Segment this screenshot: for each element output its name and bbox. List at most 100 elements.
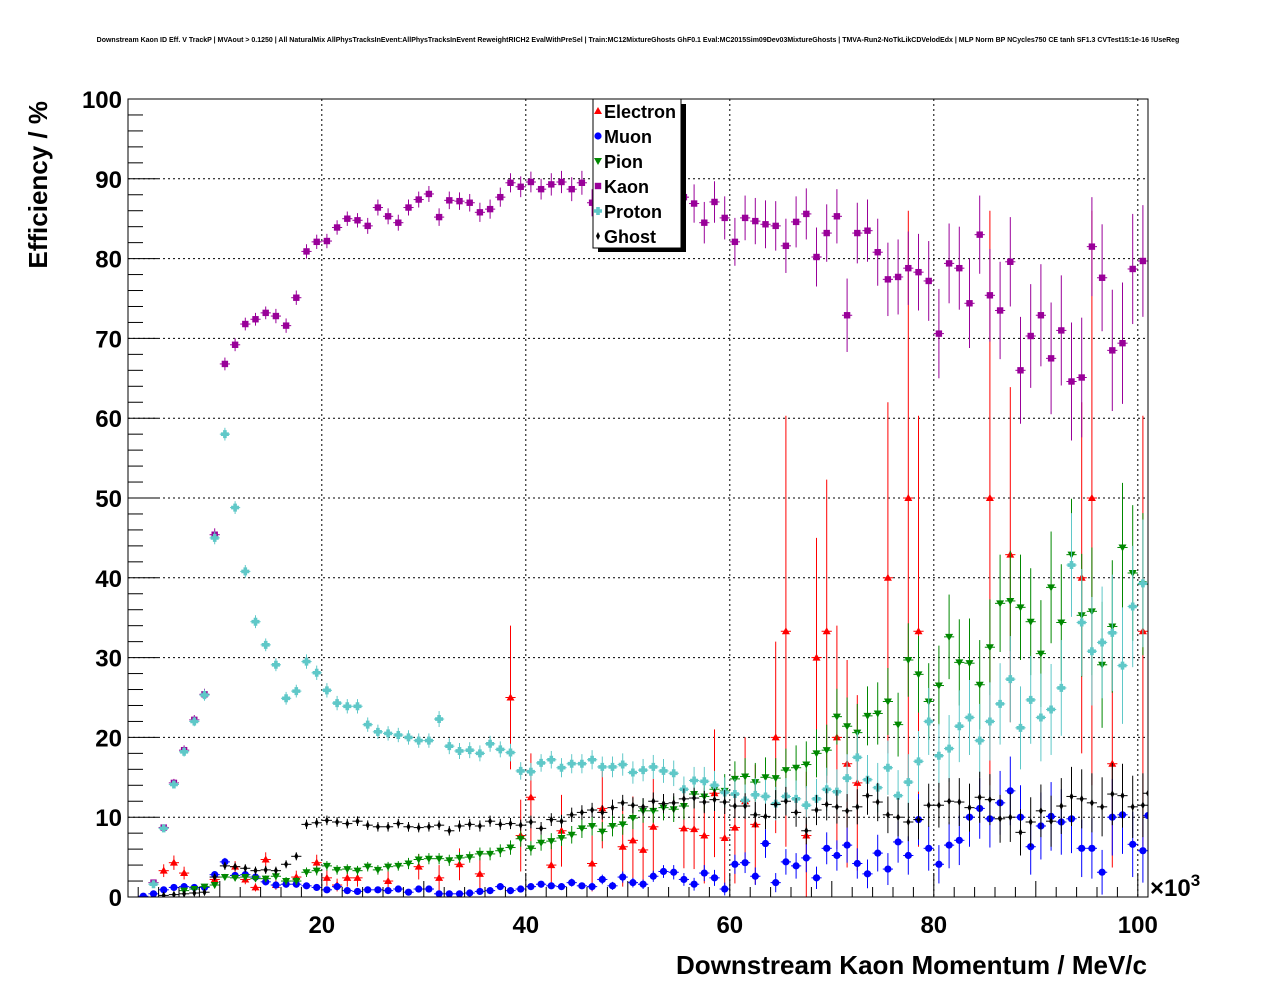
muon-marker bbox=[853, 859, 861, 868]
ghost-point bbox=[1005, 792, 1016, 842]
ghost-marker bbox=[304, 820, 309, 829]
muon-marker bbox=[863, 870, 872, 878]
proton-point bbox=[250, 615, 261, 629]
proton-marker bbox=[220, 430, 229, 439]
ghost-point bbox=[1086, 773, 1097, 833]
ghost-point bbox=[413, 822, 424, 833]
pion-marker bbox=[792, 764, 801, 772]
pion-marker bbox=[883, 698, 892, 706]
kaon-marker bbox=[1088, 243, 1096, 250]
muon-point bbox=[699, 865, 710, 882]
proton-point bbox=[362, 717, 373, 732]
proton-marker bbox=[200, 691, 209, 700]
proton-marker bbox=[159, 824, 168, 833]
ghost-point bbox=[403, 821, 414, 832]
ghost-point bbox=[587, 802, 598, 818]
proton-point bbox=[536, 754, 547, 772]
proton-marker bbox=[251, 617, 260, 626]
electron-marker bbox=[414, 862, 423, 870]
kaon-point bbox=[1005, 217, 1016, 307]
proton-marker bbox=[1077, 618, 1086, 627]
ghost-marker bbox=[722, 798, 727, 807]
kaon-point bbox=[944, 223, 955, 304]
electron-marker bbox=[639, 845, 648, 853]
electron-point bbox=[260, 852, 271, 867]
kaon-point bbox=[240, 317, 251, 331]
proton-point bbox=[219, 427, 230, 441]
ghost-point bbox=[393, 818, 404, 829]
kaon-point bbox=[362, 217, 373, 234]
kaon-marker bbox=[1037, 312, 1045, 319]
kaon-point bbox=[984, 249, 995, 342]
grid bbox=[128, 99, 1148, 897]
muon-marker bbox=[761, 839, 770, 848]
proton-point bbox=[260, 638, 271, 652]
proton-point bbox=[1025, 656, 1036, 744]
kaon-marker bbox=[486, 205, 494, 213]
x-tick-label: 80 bbox=[920, 912, 947, 939]
proton-point bbox=[556, 758, 567, 778]
proton-marker bbox=[475, 749, 484, 758]
muon-point bbox=[464, 889, 475, 897]
electron-marker bbox=[526, 793, 535, 801]
kaon-marker bbox=[711, 198, 718, 206]
muon-marker bbox=[782, 858, 790, 866]
ghost-marker bbox=[1069, 792, 1074, 801]
pion-marker bbox=[404, 860, 413, 868]
muon-point bbox=[168, 883, 179, 892]
legend-marker-ghost bbox=[596, 232, 600, 240]
legend-label-kaon: Kaon bbox=[604, 177, 649, 197]
proton-marker bbox=[292, 687, 301, 696]
kaon-marker bbox=[1047, 355, 1055, 362]
kaon-marker bbox=[344, 215, 351, 222]
ghost-point bbox=[913, 799, 924, 840]
pion-point bbox=[342, 864, 353, 874]
ghost-point bbox=[270, 866, 281, 875]
pion-point bbox=[525, 841, 536, 856]
muon-marker bbox=[659, 867, 668, 876]
proton-point bbox=[658, 758, 669, 783]
pion-marker bbox=[516, 835, 525, 843]
pion-marker bbox=[302, 869, 311, 877]
muon-marker bbox=[874, 849, 882, 857]
ghost-marker bbox=[998, 814, 1003, 823]
proton-marker bbox=[1067, 561, 1076, 570]
proton-point bbox=[627, 761, 638, 784]
x-axis-multiplier-exponent: 3 bbox=[1191, 871, 1200, 890]
ghost-marker bbox=[518, 821, 523, 830]
proton-marker bbox=[588, 755, 597, 764]
kaon-point bbox=[1015, 316, 1026, 424]
kaon-marker bbox=[945, 260, 953, 267]
kaon-marker bbox=[578, 179, 586, 186]
x-tick-label: 60 bbox=[716, 912, 743, 939]
kaon-marker bbox=[364, 222, 371, 230]
ghost-marker bbox=[508, 819, 513, 828]
muon-marker bbox=[394, 885, 402, 893]
ghost-marker bbox=[967, 803, 972, 812]
pion-marker bbox=[771, 775, 780, 783]
kaon-point bbox=[505, 173, 516, 193]
x-axis-multiplier: ×103 bbox=[1150, 871, 1200, 902]
pion-point bbox=[617, 814, 628, 835]
kaon-point bbox=[1117, 282, 1128, 404]
legend-label-pion: Pion bbox=[604, 152, 643, 172]
muon-marker bbox=[384, 887, 392, 895]
ghost-marker bbox=[559, 817, 564, 826]
proton-point bbox=[638, 758, 649, 782]
pion-point bbox=[1015, 554, 1026, 660]
kaon-marker bbox=[905, 264, 912, 272]
muon-point bbox=[352, 887, 363, 896]
proton-marker bbox=[965, 713, 974, 722]
ghost-point bbox=[893, 798, 904, 837]
ghost-marker bbox=[977, 793, 982, 802]
muon-marker bbox=[445, 890, 453, 897]
proton-point bbox=[423, 733, 434, 748]
kaon-point bbox=[383, 208, 394, 225]
muon-marker bbox=[802, 854, 810, 862]
ghost-point bbox=[811, 794, 822, 826]
pion-point bbox=[260, 875, 271, 883]
muon-point bbox=[882, 853, 893, 886]
kaon-point bbox=[964, 258, 975, 348]
pion-marker bbox=[333, 866, 342, 874]
